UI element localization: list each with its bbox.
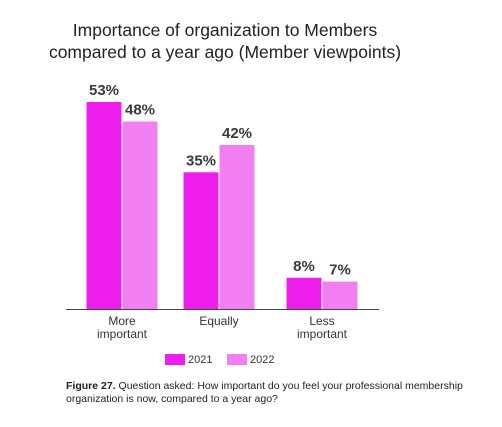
bar-2022-1 <box>219 144 255 309</box>
data-label-2022-2: 7% <box>329 262 351 279</box>
legend: 2021 2022 <box>165 354 274 366</box>
bar-2021-0 <box>86 102 122 309</box>
x-tick-label-0-1: important <box>97 327 148 341</box>
figure-caption-text: Question asked: How important do you fee… <box>66 380 463 405</box>
x-tick-label-1-0: Equally <box>199 314 238 328</box>
chart-title-line-1: Importance of organization to Members <box>73 20 378 40</box>
plot-area: 53% 35% 8% 48% 42% 7% <box>66 82 379 310</box>
bar-chart: Importance of organization to Members co… <box>49 20 401 366</box>
data-label-2022-1: 42% <box>222 125 252 142</box>
bar-2022-0 <box>122 121 158 309</box>
figure-caption: Figure 27. Question asked: How important… <box>66 380 476 405</box>
bar-2021-2 <box>286 277 322 309</box>
x-tick-label-2-1: important <box>297 327 348 341</box>
legend-swatch-2021 <box>165 354 185 365</box>
data-label-2021-2: 8% <box>293 258 315 275</box>
legend-label-2021: 2021 <box>188 354 212 366</box>
data-label-2022-0: 48% <box>125 102 155 119</box>
chart-title-line-2: compared to a year ago (Member viewpoint… <box>49 42 401 62</box>
legend-label-2022: 2022 <box>250 354 274 366</box>
data-label-2021-0: 53% <box>89 82 119 99</box>
figure-label: Figure 27. <box>66 380 116 392</box>
data-label-2021-1: 35% <box>186 152 216 169</box>
bar-2021-1 <box>183 172 219 309</box>
chart-title: Importance of organization to Members co… <box>49 20 401 62</box>
x-tick-label-2-0: Less <box>309 314 334 328</box>
x-tick-label-0-0: More <box>108 314 136 328</box>
bar-2022-2 <box>322 281 358 309</box>
legend-swatch-2022 <box>227 354 247 365</box>
